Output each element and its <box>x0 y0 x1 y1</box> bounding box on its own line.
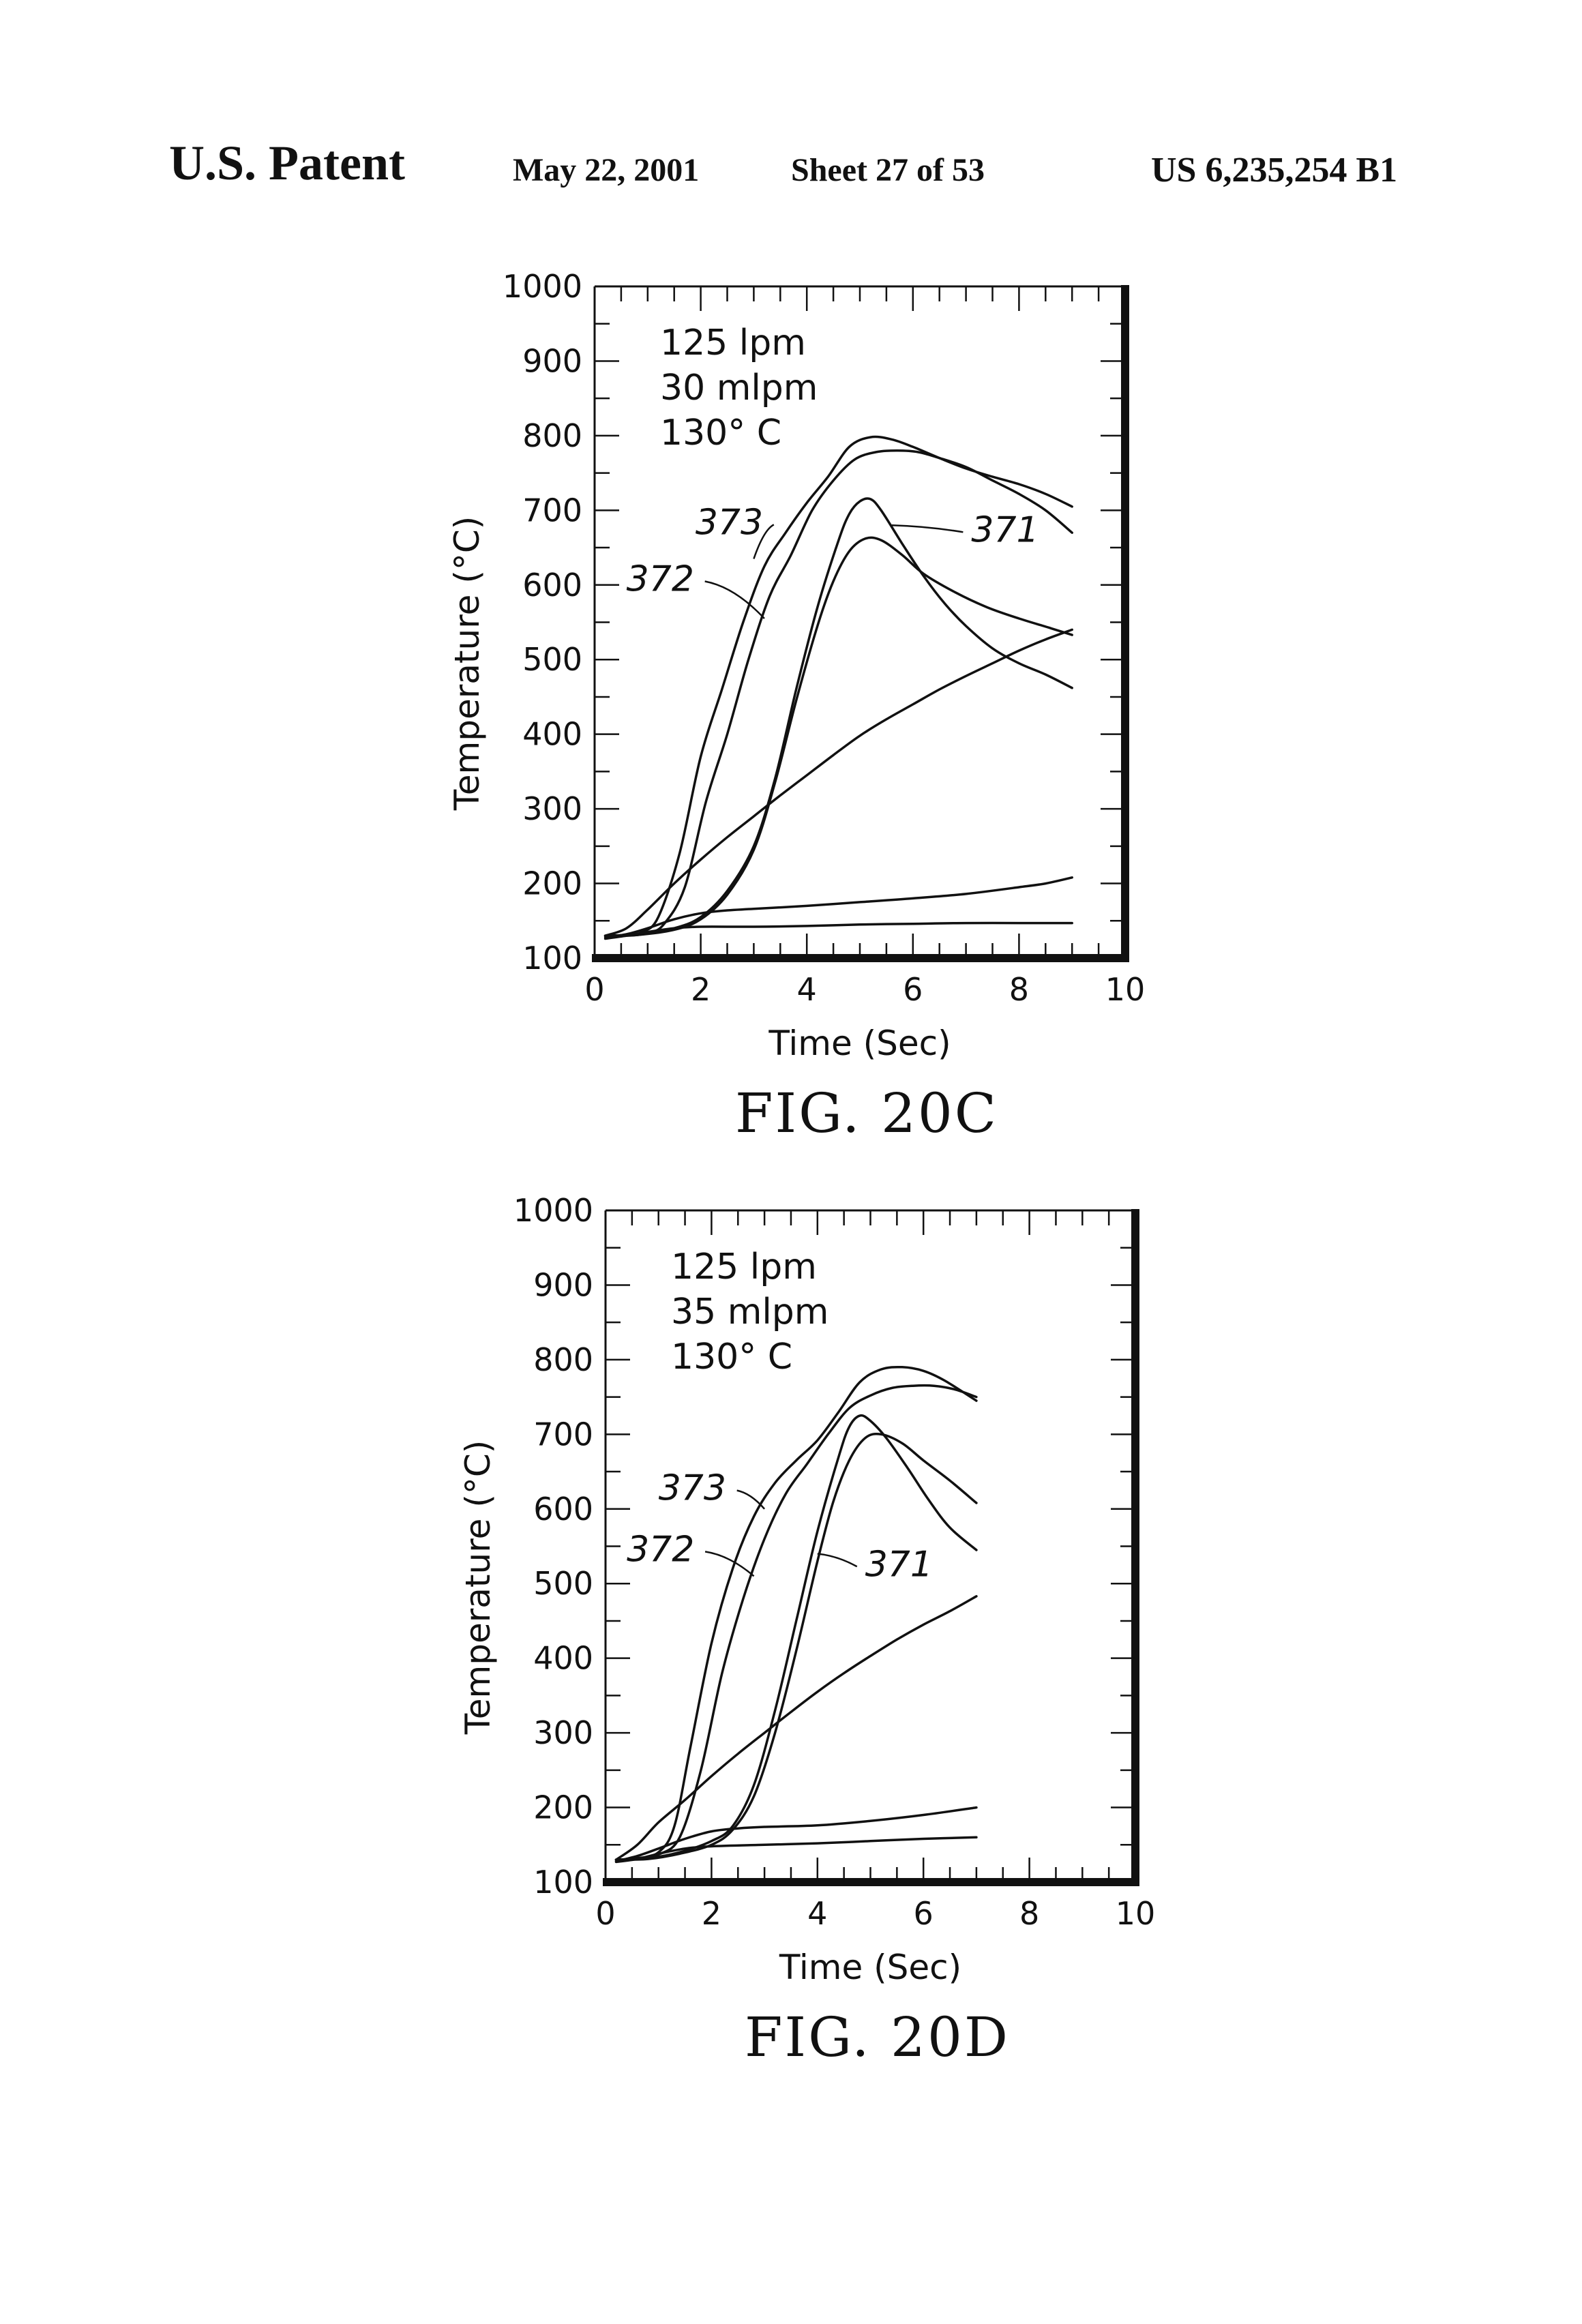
y-tick-label: 300 <box>533 1714 593 1751</box>
curve-label: 373 <box>659 1468 726 1509</box>
x-tick-label: 10 <box>1105 971 1146 1008</box>
y-axis-title: Temperature (°C) <box>447 516 487 811</box>
curve-label: 373 <box>696 502 763 543</box>
y-tick-label: 500 <box>522 641 582 678</box>
series-line-7 <box>606 923 1073 939</box>
y-tick-label: 900 <box>522 342 582 379</box>
x-tick-label: 2 <box>691 971 711 1008</box>
series-line-5 <box>616 1596 976 1860</box>
x-tick-label: 8 <box>1019 1895 1039 1932</box>
curve-label-leader <box>818 1553 857 1566</box>
y-tick-label: 200 <box>522 865 582 902</box>
y-tick-label: 100 <box>533 1864 593 1901</box>
x-tick-label: 4 <box>807 1895 827 1932</box>
y-tick-label: 1000 <box>513 1192 593 1229</box>
x-tick-label: 0 <box>584 971 604 1008</box>
x-tick-label: 6 <box>903 971 923 1008</box>
conditions-annotation: 125 lpm <box>671 1247 817 1287</box>
curve-label: 372 <box>627 559 694 600</box>
y-tick-label: 700 <box>522 492 582 528</box>
y-tick-label: 600 <box>522 567 582 604</box>
series-line-6 <box>616 1808 976 1862</box>
conditions-annotation: 125 lpm <box>660 323 806 363</box>
y-tick-label: 500 <box>533 1565 593 1602</box>
figure-caption: FIG. 20D <box>745 2006 1010 2069</box>
x-tick-label: 8 <box>1009 971 1029 1008</box>
x-tick-label: 4 <box>797 971 817 1008</box>
y-axis-title: Temperature (°C) <box>458 1440 498 1735</box>
y-tick-label: 800 <box>533 1341 593 1378</box>
conditions-annotation: 130° C <box>660 413 781 453</box>
y-tick-label: 600 <box>533 1491 593 1528</box>
curve-label: 371 <box>971 509 1039 550</box>
curve-label-leader <box>892 525 964 532</box>
curve-label-leader <box>705 1551 753 1576</box>
y-tick-label: 700 <box>533 1416 593 1452</box>
x-axis-title: Time (Sec) <box>768 1024 951 1063</box>
conditions-annotation: 30 mlpm <box>660 368 818 408</box>
x-tick-label: 0 <box>595 1895 615 1932</box>
y-tick-label: 400 <box>533 1640 593 1677</box>
conditions-annotation: 130° C <box>671 1337 792 1377</box>
x-axis-title: Time (Sec) <box>779 1948 961 1987</box>
y-tick-label: 400 <box>522 716 582 753</box>
y-tick-label: 100 <box>522 940 582 977</box>
y-tick-label: 900 <box>533 1266 593 1303</box>
conditions-annotation: 35 mlpm <box>671 1292 829 1332</box>
y-tick-label: 300 <box>522 790 582 827</box>
curve-label: 371 <box>865 1544 933 1585</box>
x-tick-label: 6 <box>914 1895 934 1932</box>
x-tick-label: 10 <box>1116 1895 1156 1932</box>
x-tick-label: 2 <box>702 1895 721 1932</box>
series-line-1 <box>616 1367 976 1860</box>
curve-label: 372 <box>627 1529 694 1570</box>
y-tick-label: 1000 <box>503 268 582 305</box>
figure-caption: FIG. 20C <box>735 1082 998 1145</box>
y-tick-label: 200 <box>533 1789 593 1826</box>
y-tick-label: 800 <box>522 417 582 454</box>
